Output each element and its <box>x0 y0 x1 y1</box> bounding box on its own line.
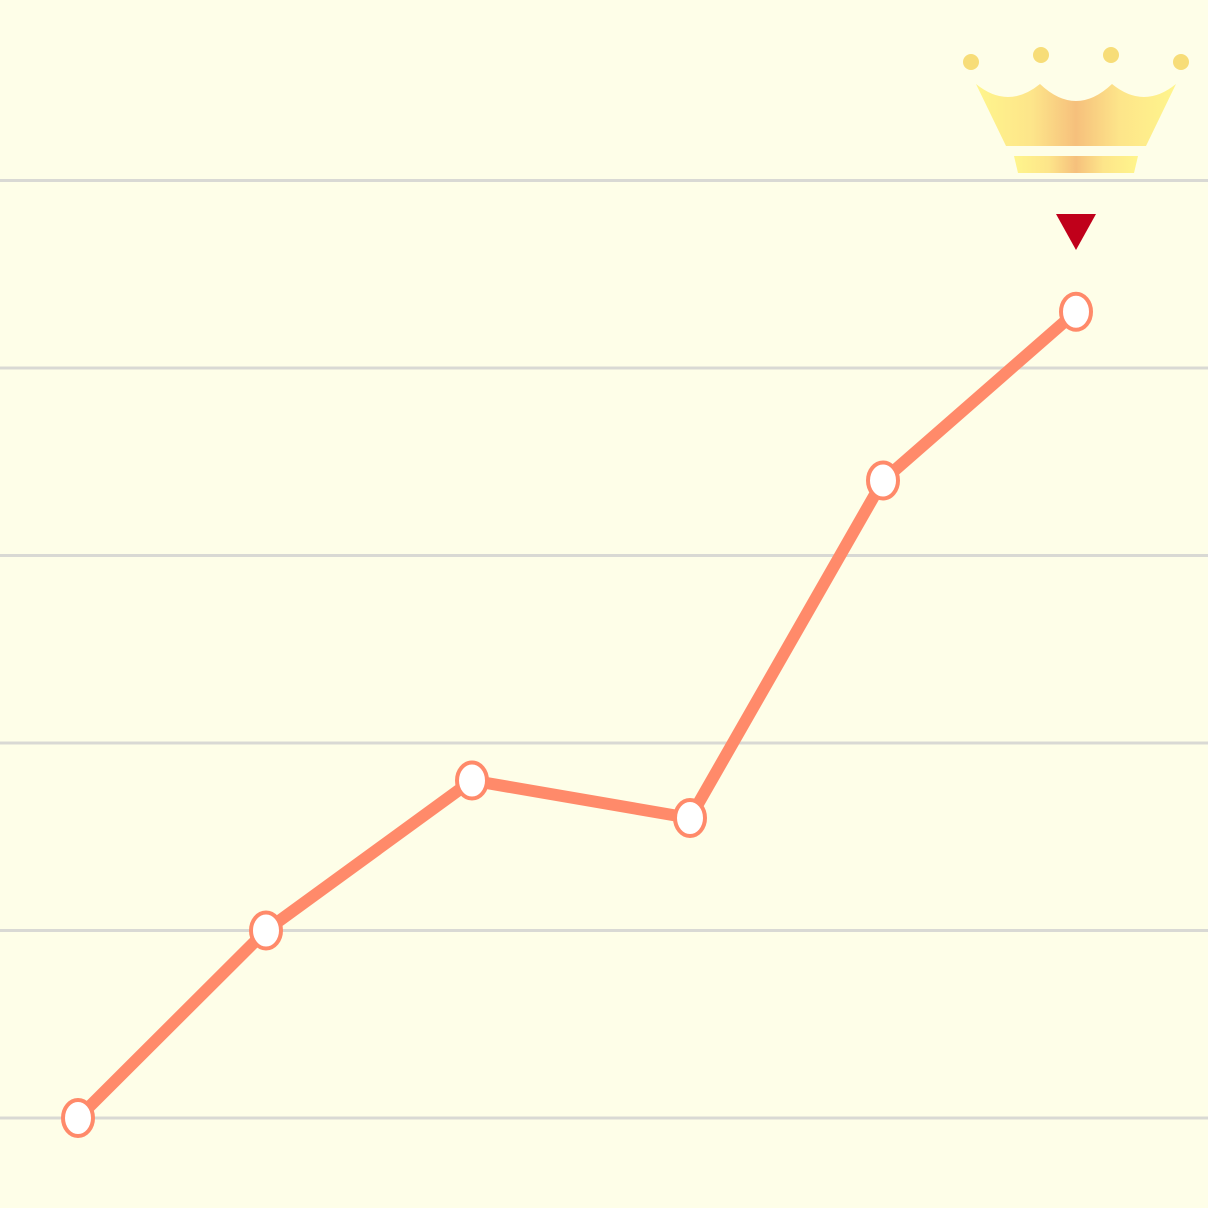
data-point-4 <box>673 798 707 838</box>
series-line <box>72 305 1082 1124</box>
data-point-1 <box>61 1098 95 1138</box>
down-triangle-icon <box>1056 214 1096 250</box>
data-point-5 <box>866 460 900 501</box>
crown-icon <box>963 47 1189 173</box>
data-point-2 <box>249 910 283 951</box>
data-point-6 <box>1059 291 1093 332</box>
data-points <box>61 291 1093 1138</box>
peak-marker <box>963 47 1189 250</box>
grid-lines <box>0 179 1208 1120</box>
data-point-3 <box>455 760 489 801</box>
